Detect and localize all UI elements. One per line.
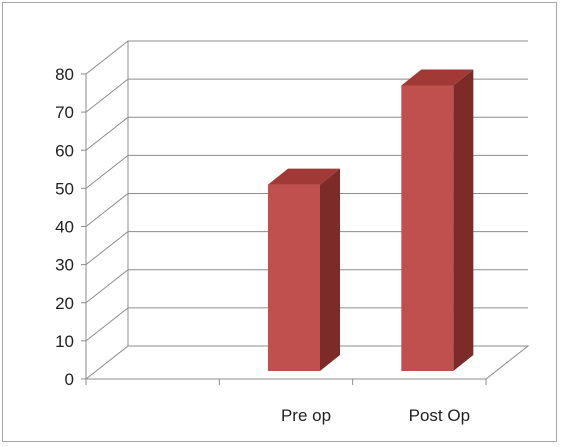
- gridline: [85, 40, 528, 75]
- x-tick-label: Pre op: [281, 406, 331, 425]
- bar-front-face: [401, 85, 454, 371]
- bar-top-face: [401, 69, 474, 86]
- y-tick-labels: 0 10 20 30 40 50 60 70 80: [55, 65, 86, 389]
- bar-top-face: [268, 168, 340, 185]
- y-tick-label: 70: [55, 103, 74, 122]
- chart-frame: 0 10 20 30 40 50 60 70 80 Pre op Post Op: [2, 2, 557, 442]
- bar: [268, 168, 340, 371]
- bar-side-face: [320, 168, 340, 371]
- bar-front-face: [268, 184, 320, 371]
- y-tick-label: 60: [55, 141, 74, 160]
- y-tick-label: 20: [55, 294, 74, 313]
- bar-side-face: [453, 69, 474, 371]
- y-tick-label: 10: [55, 332, 74, 351]
- axes: [84, 41, 530, 385]
- y-tick-label: 80: [55, 65, 74, 84]
- y-tick-label: 50: [55, 179, 74, 198]
- bar-chart: 0 10 20 30 40 50 60 70 80 Pre op Post Op: [55, 40, 530, 425]
- bars: [268, 69, 474, 371]
- y-tick-label: 0: [65, 370, 74, 389]
- y-tick-label: 30: [55, 256, 74, 275]
- bar: [401, 69, 474, 371]
- x-tick-label: Post Op: [409, 406, 470, 425]
- x-tick-labels: Pre op Post Op: [281, 406, 470, 425]
- y-tick-label: 40: [55, 218, 74, 237]
